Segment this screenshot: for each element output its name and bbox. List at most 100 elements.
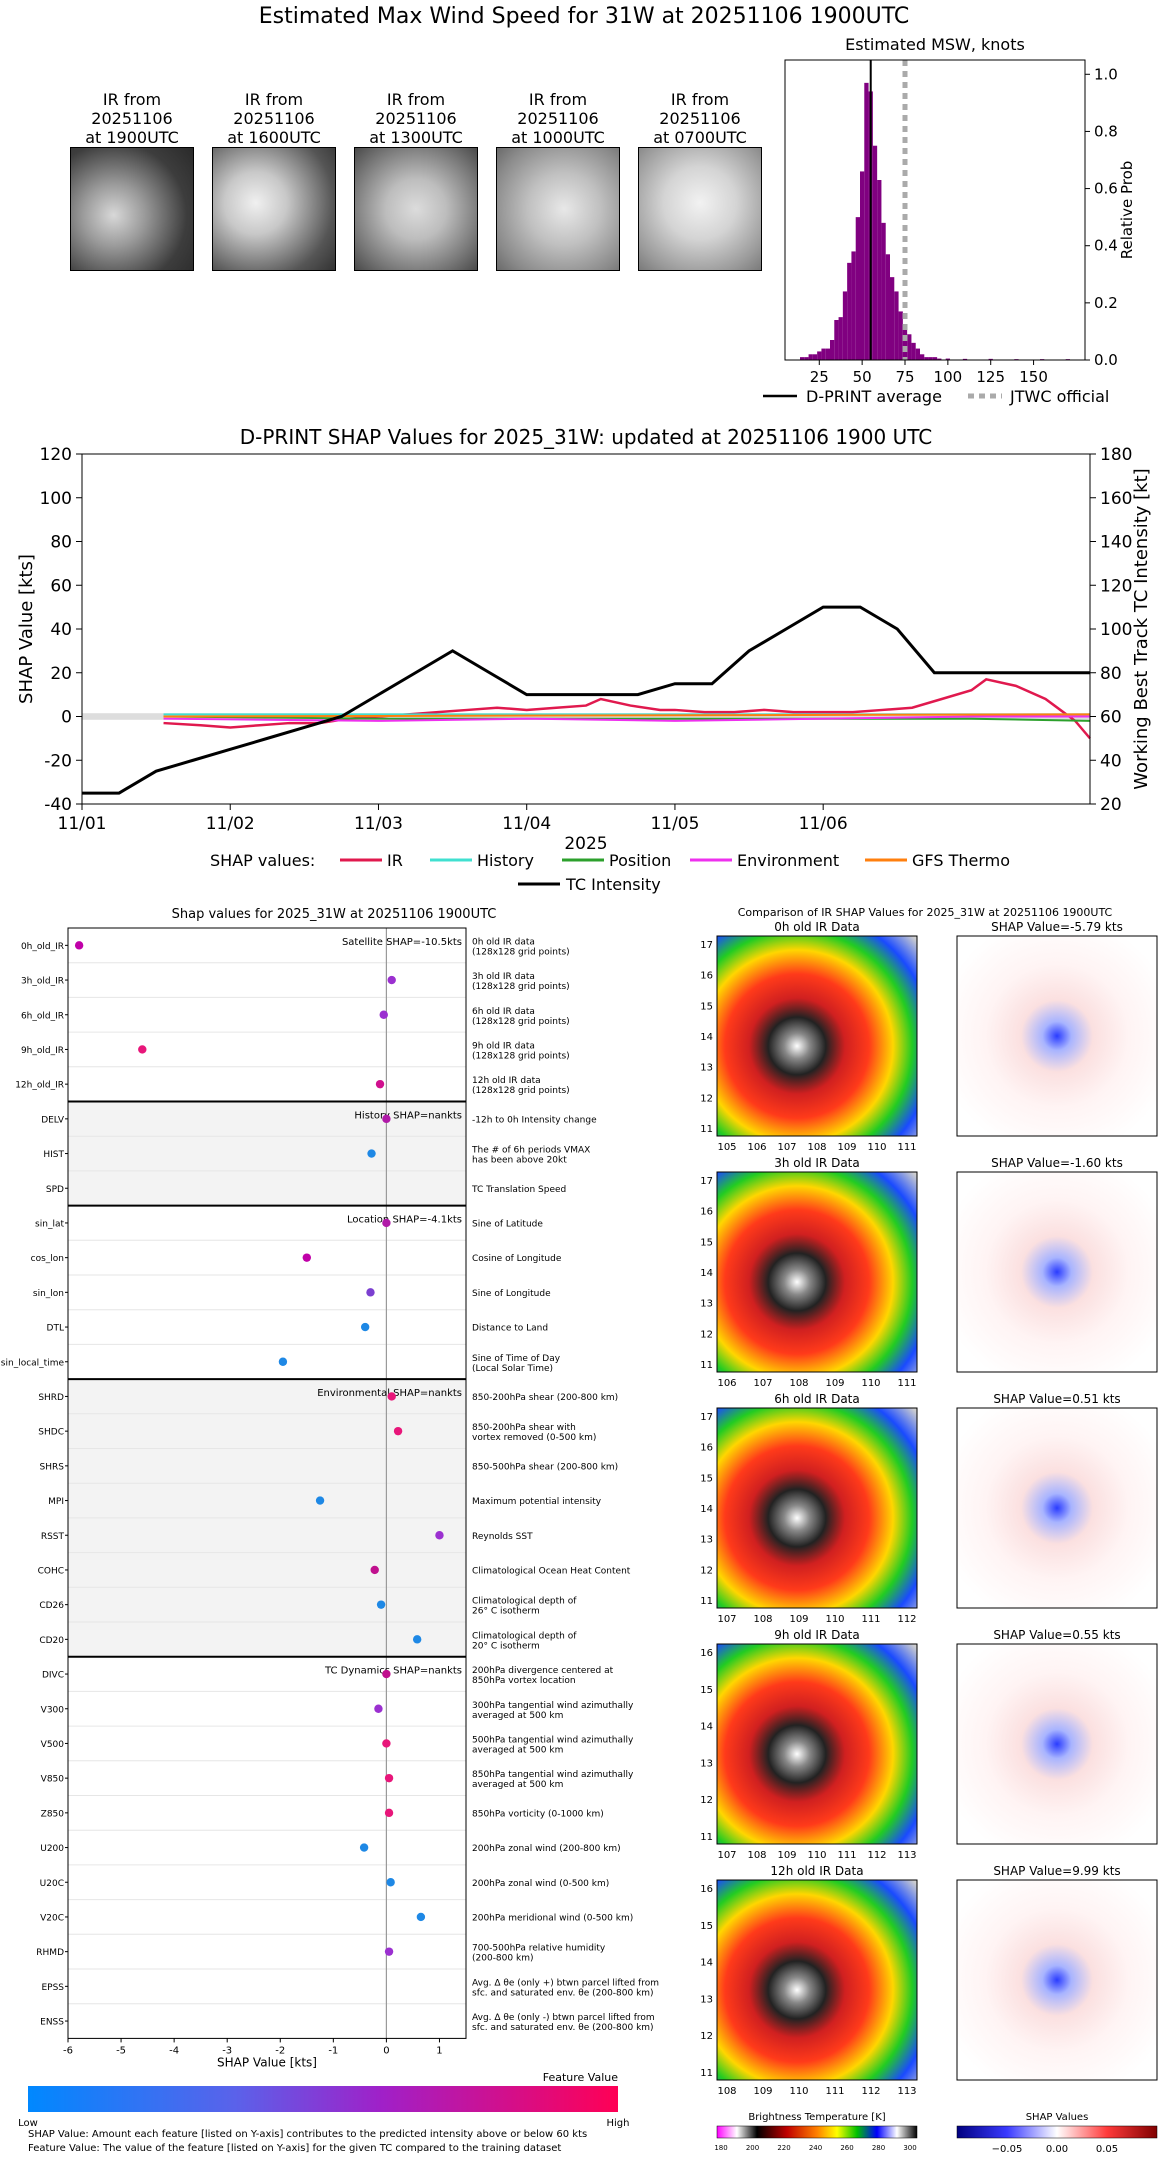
ir-panel-ytick-label: 15 [700,1237,713,1248]
ir-panel-xtick-label: 110 [807,1850,826,1861]
feature-description: Avg. Δ θe (only -) btwn parcel lifted fr… [472,2013,655,2023]
feature-name-label: SHRS [40,1462,65,1472]
ir-panel-ytick-label: 11 [700,1124,713,1135]
colorbar-title: Feature Value [543,2071,619,2084]
feature-shap-point [384,1808,394,1818]
feature-name-label: DIVC [42,1671,64,1681]
ir-thumbnail-caption-line2: 20251106 [375,109,457,128]
timeseries-ytick-label: -40 [44,795,72,815]
legend-label: TC Intensity [565,875,661,894]
feature-description: (128x128 grid points) [472,947,570,957]
tc-intensity-line [82,605,1090,795]
ir-panel-xtick-label: 109 [837,1142,856,1153]
feature-shap-point [74,941,84,950]
ir-thumbnail-image [354,147,478,271]
timeseries-xtick-label: 11/02 [206,814,255,834]
timeseries-xtick-label: 11/03 [354,814,403,834]
feature-name-label: EPSS [41,1983,64,1993]
bt-colorbar-tick: 260 [840,2144,853,2152]
feature-description: 850hPa vortex location [472,1676,576,1686]
ir-panel-xtick-label: 108 [753,1614,772,1625]
ir-thumbnail-caption: IR from 20251106 at 1600UTC [199,90,349,147]
feature-name-label: SHRD [38,1393,64,1403]
ir-thumbnail-image [638,147,762,271]
ir-panel-xtick-label: 109 [753,2086,772,2097]
histogram-bar [894,291,899,360]
feature-description: 200hPa divergence centered at [472,1666,614,1676]
ir-panel-xtick-label: 105 [717,1142,736,1153]
shap-panel-image [956,1643,1158,1845]
feature-description: The # of 6h periods VMAX [471,1146,590,1156]
feature-description: (Local Solar Time) [472,1364,553,1374]
feature-name-label: RSST [41,1532,65,1542]
histogram-bar [885,254,890,360]
ir-panel-ytick-label: 11 [700,1360,713,1371]
feature-shap-point [384,1773,394,1783]
feature-xtick-label: -1 [328,2045,338,2056]
feature-description: 0h old IR data [472,937,535,947]
feature-group-label: TC Dynamics SHAP=nankts [324,1666,462,1677]
bt-colorbar-tick: 180 [714,2144,727,2152]
ir-panel-xtick-label: 111 [837,1850,856,1861]
ir-panel-ytick-label: 16 [700,971,713,982]
feature-shap-point [382,1739,391,1748]
bt-colorbar-tick: 220 [777,2144,790,2152]
legend-label: GFS Thermo [912,851,1010,870]
ir-panel-xtick-label: 110 [825,1614,844,1625]
feature-xtick-label: 0 [383,2045,389,2056]
feature-chart-frame [67,927,467,2039]
ir-panel-ytick-label: 13 [700,1299,713,1310]
timeseries-title: D-PRINT SHAP Values for 2025_31W: update… [240,425,932,449]
ir-panel-ytick-label: 14 [700,1268,713,1279]
histogram-bar [821,348,826,360]
ir-panel-ytick-label: 17 [700,1176,713,1187]
ir-panel-xtick-label: 107 [753,1378,772,1389]
comparison-title: Comparison of IR SHAP Values for 2025_31… [738,906,1113,919]
timeseries-y2tick-label: 180 [1100,445,1132,465]
ir-panel-ytick-label: 17 [700,940,713,951]
ir-panel-xtick-label: 112 [867,1850,886,1861]
ir-panel-xtick-label: 108 [807,1142,826,1153]
feature-name-label: DELV [41,1115,65,1125]
ir-panel-xtick-label: 108 [747,1850,766,1861]
feature-description: Climatological depth of [472,1597,577,1607]
feature-description: 500hPa tangential wind azimuthally [472,1735,634,1745]
timeseries-y2tick-label: 80 [1100,664,1122,684]
feature-description: 300hPa tangential wind azimuthally [472,1701,634,1711]
histogram-bar [915,348,920,360]
ir-panel-ytick-label: 15 [700,1001,713,1012]
ir-panel-image [716,1879,918,2081]
histogram-bar [945,358,950,360]
ir-panel-xtick-label: 109 [789,1614,808,1625]
ir-panel-image [716,1171,918,1373]
shap-colorbar [956,2125,1158,2139]
feature-name-label: V500 [41,1740,65,1750]
feature-name-label: 12h_old_IR [15,1081,64,1091]
timeseries-y2tick-label: 40 [1100,751,1122,771]
histogram-title: Estimated MSW, knots [845,35,1025,54]
ir-panel-ytick-label: 16 [700,1884,713,1895]
histogram-xtick-label: 125 [976,368,1005,386]
ir-panel-title: 6h old IR Data [774,1392,860,1406]
msw-histogram-chart: Estimated MSW, knots 25 50 75 100 125 150 0.0 0.… [763,35,1136,406]
page-title: Estimated Max Wind Speed for 31W at 2025… [258,4,910,29]
feature-group-label: Location SHAP=-4.1kts [347,1215,462,1226]
timeseries-xtick-label: 11/06 [799,814,848,834]
feature-xtick-label: -3 [222,2045,232,2056]
histogram-xtick-label: 75 [895,368,914,386]
feature-description: 200hPa meridional wind (0-500 km) [472,1913,633,1923]
feature-description: sfc. and saturated env. θe (200-800 km) [472,1988,654,1998]
feature-shap-point [367,1149,376,1158]
histogram-frame [784,59,1086,361]
ir-panel-xtick-label: 110 [867,1142,886,1153]
feature-name-label: HIST [43,1150,64,1160]
feature-shap-point [386,1878,395,1887]
histogram-bar [838,317,843,360]
feature-shap-point [370,1565,379,1575]
feature-description: 3h old IR data [472,972,535,982]
ir-panel-ytick-label: 11 [700,1832,713,1843]
ir-panel-xtick-label: 108 [717,2086,736,2097]
ir-comparison-panels: Comparison of IR SHAP Values for 2025_31… [700,906,1158,2155]
feature-shap-point [382,1114,391,1124]
feature-name-label: V850 [41,1775,65,1785]
